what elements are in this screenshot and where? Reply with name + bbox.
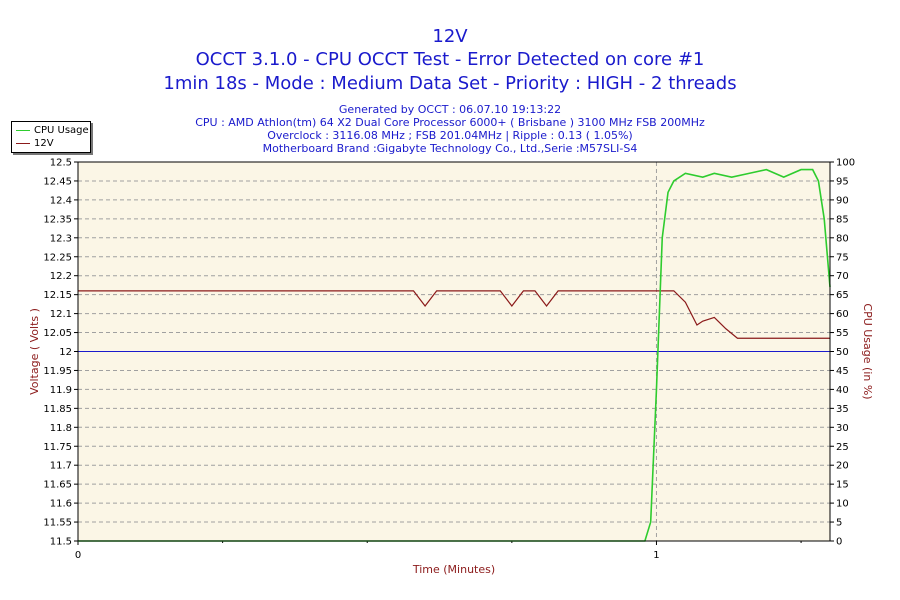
- y-tick-label-left: 11.75: [43, 442, 72, 453]
- y-tick-label-right: 90: [836, 195, 849, 206]
- y-tick-label-left: 12.4: [50, 195, 72, 206]
- y-tick-label-left: 11.9: [50, 385, 72, 396]
- y-tick-label-right: 85: [836, 214, 849, 225]
- y-tick-label-right: 45: [836, 366, 849, 377]
- y-tick-label-left: 11.95: [43, 366, 72, 377]
- y-tick-label-left: 12.25: [43, 252, 72, 263]
- y-tick-label-right: 50: [836, 347, 849, 358]
- legend-item-12v: 12V: [16, 137, 54, 150]
- series-line-cpu-usage: [78, 168, 831, 542]
- y-tick-label-right: 30: [836, 423, 849, 434]
- legend-item-cpu-usage: CPU Usage: [16, 124, 89, 137]
- y-tick-label-left: 11.7: [50, 461, 72, 472]
- y-tick-label-right: 10: [836, 499, 849, 510]
- y-tick-label-right: 40: [836, 385, 849, 396]
- y-tick-label-right: 25: [836, 442, 849, 453]
- chart-title: 12V: [432, 26, 468, 47]
- y-axis-label-right: CPU Usage (in %): [861, 303, 874, 399]
- y-tick-label-right: 5: [836, 518, 842, 529]
- chart-subtitle-mode: 1min 18s - Mode : Medium Data Set - Prio…: [163, 73, 737, 94]
- y-tick-label-left: 11.55: [43, 518, 72, 529]
- y-tick-label-left: 11.8: [50, 423, 72, 434]
- y-tick-label-left: 12.15: [43, 290, 72, 301]
- info-cpu: CPU : AMD Athlon(tm) 64 X2 Dual Core Pro…: [195, 116, 705, 129]
- legend-swatch-cpu-usage: [16, 130, 30, 131]
- y-tick-label-left: 11.6: [50, 499, 72, 510]
- y-tick-label-left: 12.2: [50, 271, 72, 282]
- legend-label-12v: 12V: [34, 138, 54, 149]
- chart-legend: CPU Usage 12V: [11, 121, 91, 153]
- y-tick-label-right: 15: [836, 480, 849, 491]
- y-tick-label-left: 12.3: [50, 233, 72, 244]
- x-tick-label: 1: [653, 550, 659, 561]
- y-tick-label-right: 70: [836, 271, 849, 282]
- info-overclock: Overclock : 3116.08 MHz ; FSB 201.04MHz …: [267, 129, 633, 142]
- legend-label-cpu-usage: CPU Usage: [34, 125, 89, 136]
- y-tick-label-left: 12.1: [50, 309, 72, 320]
- y-tick-label-left: 12.5: [50, 158, 72, 169]
- y-tick-label-right: 95: [836, 176, 849, 187]
- y-tick-label-left: 12.45: [43, 176, 72, 187]
- y-tick-label-right: 55: [836, 328, 849, 339]
- chart-subtitle-test: OCCT 3.1.0 - CPU OCCT Test - Error Detec…: [195, 49, 705, 70]
- series-line-12v: [78, 290, 830, 339]
- y-tick-label-right: 35: [836, 404, 849, 415]
- y-tick-label-right: 65: [836, 290, 849, 301]
- x-axis-label: Time (Minutes): [412, 563, 495, 576]
- y-tick-label-right: 80: [836, 233, 849, 244]
- plot-frame: [77, 161, 831, 542]
- y-tick-label-left: 12.35: [43, 214, 72, 225]
- y-tick-label-left: 11.5: [50, 537, 72, 548]
- y-tick-label-left: 11.85: [43, 404, 72, 415]
- y-axis-label-left: Voltage ( Volts ): [28, 308, 41, 395]
- info-generated: Generated by OCCT : 06.07.10 19:13:22: [338, 103, 562, 116]
- y-tick-label-left: 12.05: [43, 328, 72, 339]
- y-tick-label-left: 12: [59, 347, 72, 358]
- y-tick-label-right: 60: [836, 309, 849, 320]
- y-tick-label-left: 11.65: [43, 480, 72, 491]
- info-motherboard: Motherboard Brand :Gigabyte Technology C…: [262, 142, 638, 155]
- legend-swatch-12v: [16, 143, 30, 144]
- y-tick-label-right: 75: [836, 252, 849, 263]
- y-tick-label-right: 0: [836, 537, 842, 548]
- y-tick-label-right: 20: [836, 461, 849, 472]
- x-tick-label: 0: [75, 550, 81, 561]
- y-tick-label-right: 100: [836, 158, 855, 169]
